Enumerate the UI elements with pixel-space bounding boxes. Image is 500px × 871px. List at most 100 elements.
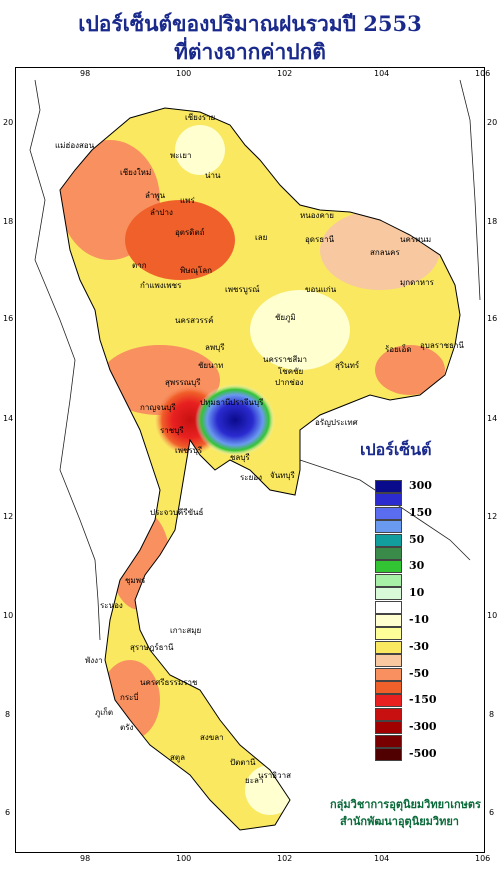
province-label: เพชรบูรณ์ (225, 284, 260, 295)
lat-tick-right: 16 (487, 314, 498, 323)
province-label: น่าน (205, 171, 221, 180)
lat-tick-right: 20 (487, 118, 498, 127)
legend-swatch (375, 654, 402, 668)
map-title-line2: ที่ต่างจากค่าปกติ (174, 39, 326, 64)
province-label: เชียงราย (185, 113, 215, 122)
legend-swatch (375, 614, 402, 627)
province-label: นราธิวาส (258, 771, 291, 780)
province-label: ชุมพร (125, 576, 146, 585)
province-label: โชคชัย (278, 366, 303, 376)
legend-swatch (375, 694, 402, 708)
lon-tick-top: 106 (475, 69, 491, 78)
province-label: พังงา (85, 656, 103, 665)
legend-swatch (375, 681, 402, 694)
legend-swatch (375, 547, 402, 560)
province-label: ยะลา (245, 776, 263, 785)
map-title-line1: เปอร์เซ็นต์ของปริมาณฝนรวมปี 2553 (78, 11, 422, 36)
lat-tick-left: 8 (5, 710, 11, 719)
province-label: ลำพูน (145, 191, 166, 201)
province-label: ปราจีนบุรี (230, 398, 264, 407)
province-label: อุบลราชธานี (420, 341, 464, 350)
province-label: จันทบุรี (270, 471, 296, 480)
lon-tick-top: 98 (80, 69, 91, 78)
credit-line1: กลุ่มวิชาการอุตุนิยมวิทยาเกษตร (330, 798, 481, 811)
province-label: ปากช่อง (275, 378, 304, 387)
legend-label: -50 (409, 666, 429, 680)
province-label: เชียงใหม่ (120, 168, 151, 177)
legend-swatch (375, 506, 402, 520)
province-label: ชลบุรี (230, 453, 250, 462)
province-label: สุพรรณบุรี (165, 378, 201, 387)
lat-tick-left: 14 (3, 414, 14, 423)
lat-tick-left: 20 (3, 118, 14, 127)
lat-tick-right: 14 (487, 414, 498, 423)
province-label: นครศรีธรรมราช (140, 678, 198, 687)
province-label: ชัยนาท (198, 361, 223, 370)
legend-label: -10 (409, 613, 429, 626)
legend-label: 30 (409, 559, 425, 573)
province-label: เพชรบุรี (175, 446, 203, 455)
legend-label: 50 (409, 532, 425, 546)
province-label: อุดรธานี (305, 235, 335, 244)
lat-tick-left: 6 (5, 808, 11, 817)
legend-label: -500 (409, 747, 437, 760)
legend-swatch (375, 480, 402, 493)
province-label: ระนอง (100, 601, 123, 610)
province-label: สกลนคร (370, 248, 400, 257)
legend-label: 10 (409, 586, 425, 600)
province-label: นครราชสีมา (263, 355, 307, 364)
lat-tick-right: 10 (487, 611, 498, 620)
province-label: พิษณุโลก (180, 265, 212, 275)
province-label: ขอนแก่น (305, 285, 337, 294)
lon-tick-bottom: 100 (176, 854, 192, 863)
province-label: สุราษฎร์ธานี (130, 642, 174, 652)
province-label: นครสวรรค์ (175, 315, 213, 325)
province-label: ระยอง (240, 473, 262, 482)
lat-tick-left: 16 (3, 314, 14, 323)
lat-tick-right: 12 (487, 512, 498, 521)
credit-line2: สำนักพัฒนาอุตุนิยมวิทยา (340, 815, 459, 828)
province-label: นครพนม (400, 235, 431, 244)
lon-tick-bottom: 104 (374, 854, 390, 863)
province-label: แพร่ (180, 196, 195, 205)
lon-tick-bottom: 106 (475, 854, 491, 863)
legend-swatch (375, 707, 402, 721)
lat-tick-right: 8 (489, 710, 495, 719)
province-label: ตาก (132, 261, 147, 270)
lon-tick-top: 102 (277, 69, 293, 78)
province-label: แม่ฮ่องสอน (55, 141, 95, 150)
province-label: พะเยา (170, 151, 191, 160)
legend-swatch (375, 520, 402, 534)
province-label: สตูล (170, 753, 185, 763)
province-label: อุตรดิตถ์ (175, 227, 205, 237)
lat-tick-right: 6 (489, 808, 495, 817)
lat-tick-left: 10 (3, 611, 14, 620)
legend-swatch (375, 721, 402, 735)
province-label: ปทุมธานี (200, 398, 231, 407)
legend-swatch (375, 587, 402, 601)
legend-label: -300 (409, 720, 437, 734)
lat-tick-right: 18 (487, 217, 498, 226)
province-label: เกาะสมุย (170, 626, 201, 635)
province-label: อรัญประเทศ (315, 418, 358, 427)
legend-label: 300 (409, 479, 432, 492)
lon-tick-bottom: 102 (277, 854, 293, 863)
legend-swatch (375, 748, 402, 761)
legend-title: เปอร์เซ็นต์ (360, 440, 432, 459)
province-label: ปัตตานี (230, 758, 256, 767)
province-label: ภูเก็ต (95, 707, 113, 718)
province-label: เลย (255, 233, 267, 242)
legend-swatch (375, 493, 402, 507)
province-label: กาญจนบุรี (140, 403, 176, 412)
province-label: สุรินทร์ (335, 360, 360, 370)
province-label: ราชบุรี (160, 426, 184, 435)
province-label: ชัยภูมิ (275, 313, 296, 323)
legend-swatch (375, 600, 402, 614)
legend-swatch (375, 734, 402, 748)
legend-label: -30 (409, 639, 429, 653)
legend-label: 150 (409, 505, 432, 519)
lon-tick-top: 100 (176, 69, 192, 78)
legend-swatch (375, 560, 402, 574)
